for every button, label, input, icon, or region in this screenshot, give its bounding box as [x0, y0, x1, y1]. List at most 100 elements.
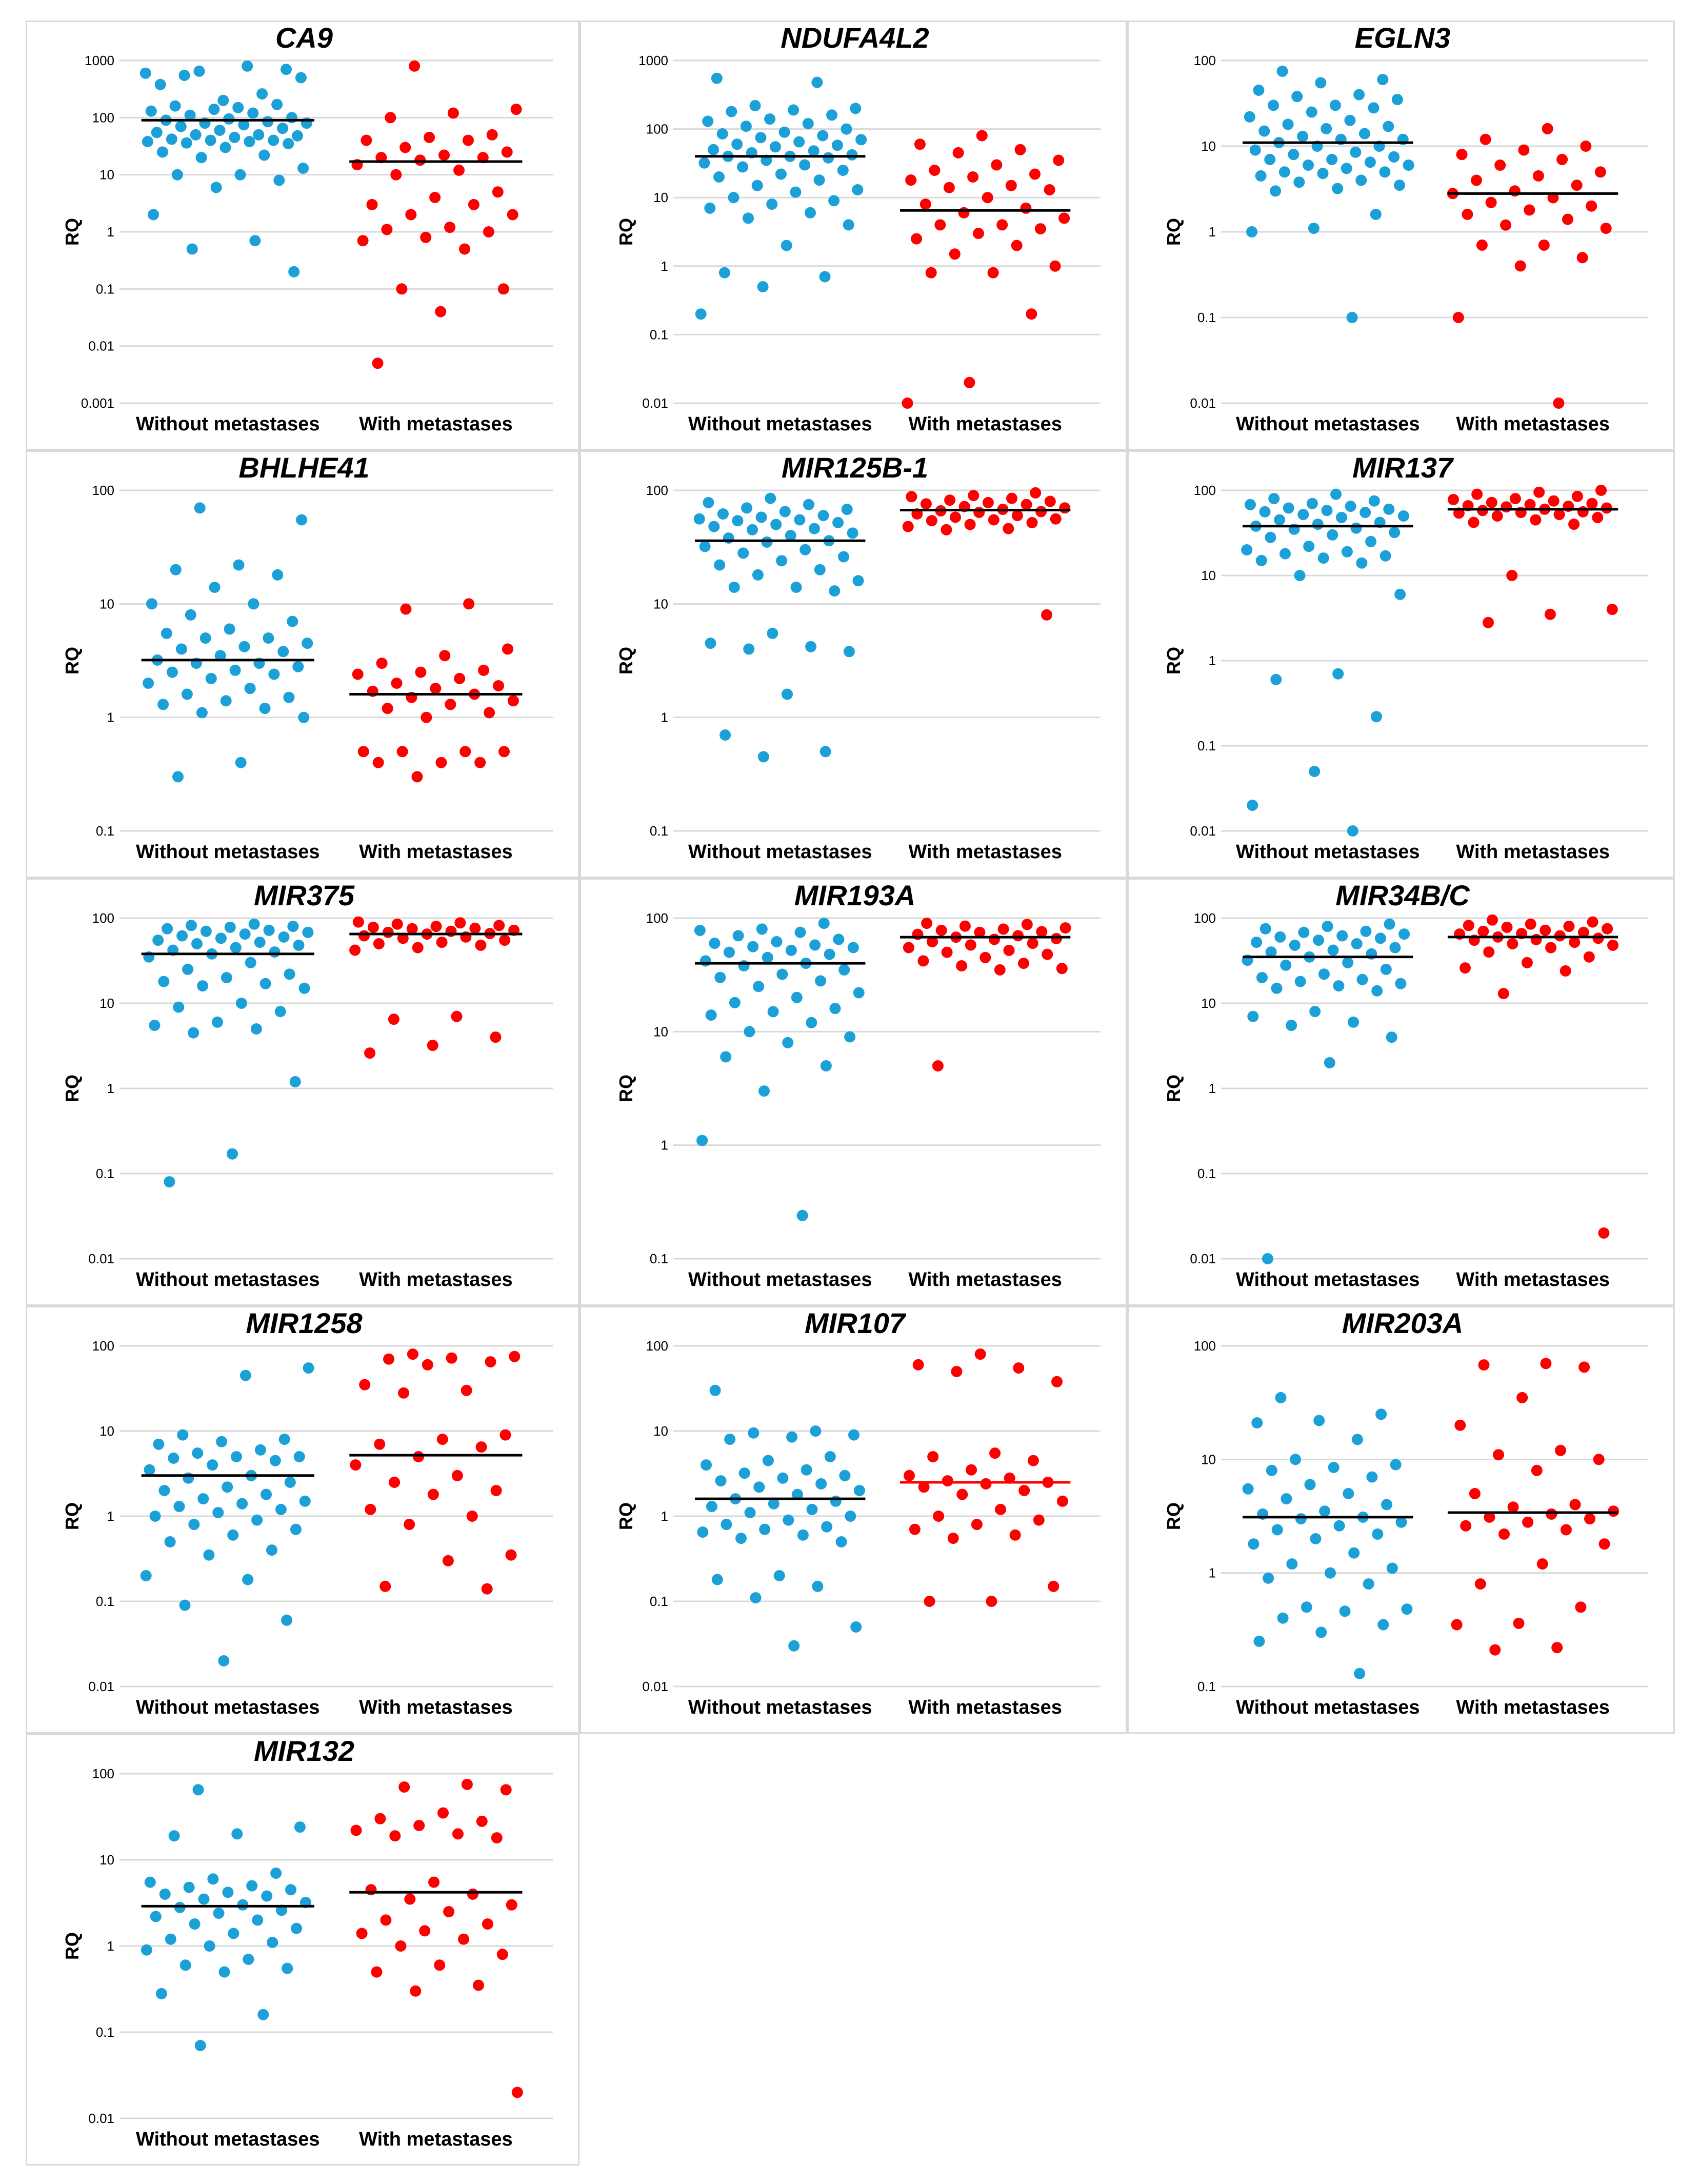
- data-point-without-metastases: [139, 67, 151, 79]
- data-point-with-metastases: [971, 1519, 983, 1531]
- data-point-without-metastases: [1308, 223, 1320, 234]
- data-point-without-metastases: [294, 1821, 306, 1833]
- data-point-without-metastases: [238, 119, 250, 131]
- data-point-without-metastases: [203, 1549, 215, 1561]
- data-point-without-metastases: [190, 129, 202, 141]
- data-point-without-metastases: [177, 1429, 189, 1441]
- data-point-with-metastases: [1478, 1359, 1490, 1371]
- data-point-with-metastases: [1501, 921, 1513, 933]
- data-point-without-metastases: [808, 523, 820, 534]
- data-point-with-metastases: [469, 922, 481, 934]
- data-point-without-metastases: [852, 575, 864, 587]
- data-point-without-metastases: [277, 646, 289, 658]
- x-group-label: Without metastases: [1236, 1697, 1420, 1718]
- data-point-without-metastases: [188, 1027, 199, 1039]
- data-point-without-metastases: [239, 1369, 251, 1381]
- data-point-without-metastases: [298, 711, 310, 723]
- y-tick-label: 1: [661, 1508, 668, 1524]
- data-point-with-metastases: [1050, 513, 1062, 525]
- data-point-with-metastases: [350, 1824, 362, 1836]
- data-point-without-metastases: [781, 240, 792, 251]
- data-point-with-metastases: [389, 1476, 401, 1488]
- data-point-with-metastases: [381, 224, 393, 235]
- data-point-with-metastases: [436, 937, 448, 948]
- data-point-without-metastases: [252, 1914, 264, 1926]
- data-point-with-metastases: [982, 192, 993, 204]
- data-point-without-metastases: [817, 510, 829, 522]
- data-point-with-metastases: [1598, 1227, 1610, 1239]
- data-point-without-metastases: [1386, 1031, 1397, 1043]
- data-point-without-metastases: [168, 1830, 180, 1842]
- data-point-without-metastases: [1315, 77, 1327, 89]
- chart-title: MIR193A: [794, 880, 916, 911]
- data-point-without-metastases: [1380, 550, 1391, 562]
- data-point-without-metastases: [199, 632, 211, 644]
- data-point-without-metastases: [1384, 918, 1395, 930]
- data-point-without-metastases: [1372, 1528, 1384, 1540]
- data-point-without-metastases: [1403, 160, 1414, 171]
- data-point-without-metastases: [821, 1521, 833, 1533]
- data-point-with-metastases: [439, 650, 451, 662]
- data-point-without-metastases: [1245, 499, 1256, 510]
- data-point-with-metastases: [1578, 1361, 1590, 1373]
- y-tick-label: 100: [1194, 53, 1216, 68]
- data-point-with-metastases: [497, 283, 509, 295]
- y-tick-label: 10: [653, 1423, 668, 1439]
- data-point-without-metastases: [262, 116, 274, 128]
- data-point-without-metastases: [790, 186, 802, 198]
- data-point-with-metastases: [1451, 1619, 1463, 1631]
- data-point-without-metastases: [791, 991, 803, 1003]
- data-point-without-metastases: [1322, 921, 1333, 932]
- data-point-with-metastases: [1560, 1524, 1572, 1536]
- data-point-without-metastases: [1317, 552, 1329, 564]
- data-point-with-metastases: [478, 664, 489, 676]
- data-point-with-metastases: [1494, 160, 1506, 171]
- data-point-without-metastases: [720, 1051, 732, 1063]
- y-tick-label: 10: [99, 167, 114, 183]
- data-point-with-metastases: [935, 924, 947, 936]
- data-point-with-metastases: [917, 955, 929, 967]
- data-point-with-metastases: [1501, 501, 1512, 513]
- data-point-with-metastases: [959, 920, 971, 932]
- data-point-with-metastases: [412, 942, 424, 954]
- data-point-without-metastases: [829, 1003, 841, 1015]
- data-point-with-metastases: [382, 926, 394, 938]
- data-point-without-metastases: [708, 521, 720, 532]
- data-point-without-metastases: [728, 192, 739, 204]
- data-point-without-metastases: [1351, 938, 1363, 949]
- data-point-with-metastases: [485, 1356, 496, 1368]
- data-point-with-metastases: [434, 1959, 446, 1971]
- data-point-without-metastases: [245, 957, 256, 968]
- data-point-without-metastases: [1249, 144, 1261, 156]
- data-point-with-metastases: [404, 1519, 415, 1531]
- data-point-with-metastases: [1545, 942, 1557, 954]
- data-point-without-metastases: [269, 1455, 281, 1466]
- data-point-without-metastases: [278, 1434, 290, 1445]
- data-point-without-metastases: [1365, 535, 1377, 547]
- data-point-without-metastases: [855, 134, 867, 146]
- data-point-with-metastases: [1476, 239, 1488, 251]
- data-point-with-metastases: [475, 1441, 487, 1453]
- data-point-without-metastases: [1329, 100, 1341, 111]
- data-point-without-metastases: [803, 499, 814, 510]
- data-point-with-metastases: [1607, 939, 1618, 951]
- data-point-without-metastases: [830, 1495, 842, 1507]
- data-point-with-metastases: [920, 498, 932, 510]
- data-point-with-metastases: [502, 643, 513, 655]
- data-point-without-metastases: [193, 65, 205, 77]
- data-point-without-metastases: [171, 169, 183, 181]
- data-point-with-metastases: [989, 1447, 1001, 1459]
- data-point-with-metastases: [459, 746, 471, 758]
- data-point-with-metastases: [941, 524, 952, 535]
- y-tick-label: 0.1: [1197, 310, 1216, 325]
- data-point-with-metastases: [436, 1434, 448, 1445]
- data-point-without-metastases: [172, 771, 184, 783]
- data-point-with-metastases: [1048, 1580, 1060, 1592]
- data-point-without-metastases: [721, 1519, 732, 1531]
- chart-title: NDUFA4L2: [781, 22, 929, 54]
- data-point-with-metastases: [980, 1478, 992, 1490]
- y-tick-label: 1: [1209, 1081, 1216, 1096]
- x-group-label: With metastases: [359, 413, 513, 435]
- data-point-without-metastases: [1318, 968, 1330, 980]
- data-point-without-metastases: [724, 946, 735, 958]
